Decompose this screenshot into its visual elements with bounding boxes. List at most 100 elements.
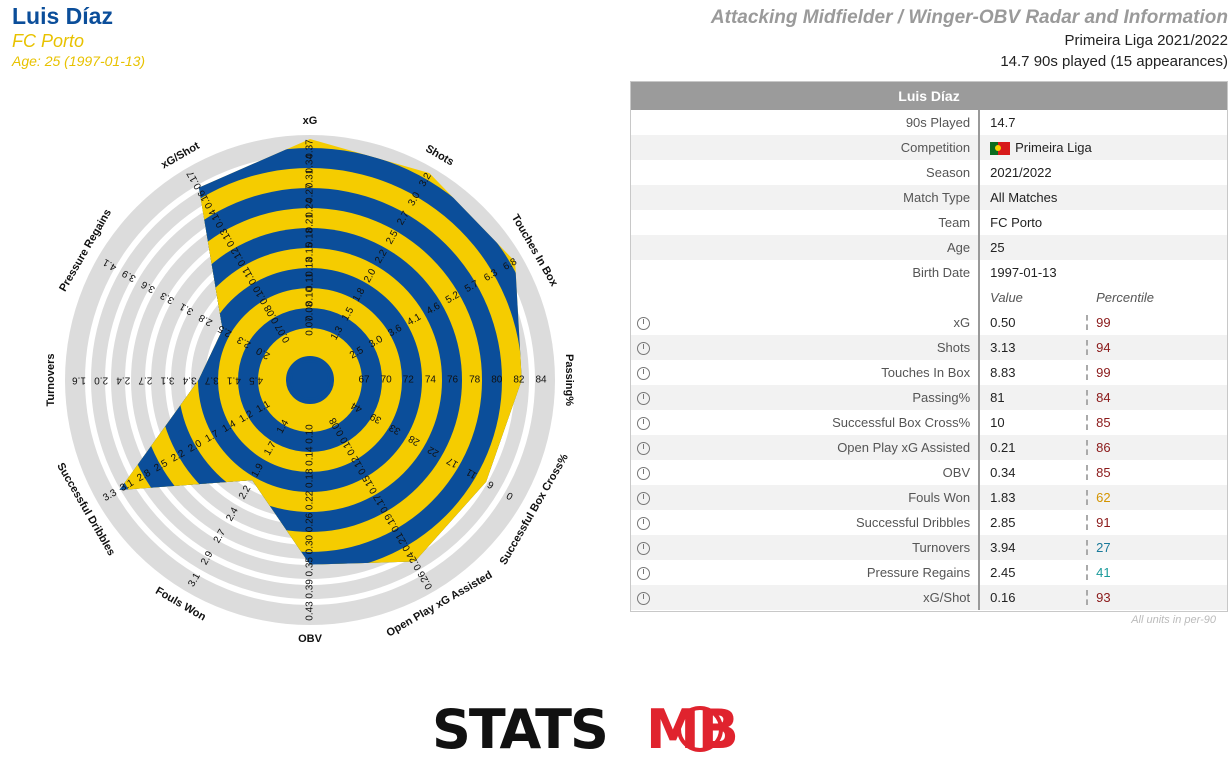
metric-row: Touches In Box 8.83 99 [631,360,1228,385]
tick-label: 0.13 [305,257,316,277]
metric-row: xG 0.50 99 [631,310,1228,335]
spacer-cell [631,610,1228,612]
table-title: Luis Díaz [630,81,1228,110]
tick-label: 84 [535,375,547,386]
metric-icon-cell [630,585,655,610]
tick-label: 0.30 [305,534,316,554]
metric-value: 1.83 [979,485,1085,510]
metric-percentile: 27 [1084,535,1228,560]
metric-icon-cell [631,410,656,435]
competition-line: Primeira Liga 2021/2022 [1064,32,1228,49]
metric-value: 8.83 [990,365,1016,380]
metric-label: Touches In Box [655,360,981,385]
metric-percentile: 41 [1084,560,1227,585]
metric-row: Successful Box Cross% 10 85 [631,410,1228,435]
metric-label: Open Play xG Assisted [655,435,981,460]
tick-label: 0.21 [305,213,316,233]
axis-label: Passing% [563,354,575,406]
age-line: Age: 25 (1997-01-13) [12,53,146,69]
info-value: FC Porto [979,210,1227,235]
info-value: 1997-01-13 [979,260,1227,285]
metric-label: Successful Box Cross% [655,410,981,435]
percentile-text: 99 [1086,365,1111,380]
info-label: 90s Played [630,110,981,135]
tick-label: 2.4 [116,374,130,385]
info-label: Competition [630,135,981,160]
gauge-icon [637,542,650,556]
tick-label: 78 [469,375,481,386]
tick-label: 0.34 [305,154,316,174]
tick-label: 6 [485,478,496,491]
metric-label: Passing% [655,385,981,410]
tick-label: 22 [426,443,442,458]
gauge-icon [637,592,650,606]
metric-row: Open Play xG Assisted 0.21 86 [630,435,1228,460]
gauge-icon [637,442,650,456]
info-row: Age 25 [630,235,1228,260]
tick-label: 0.24 [305,198,316,218]
info-value-text: 2021/2022 [990,165,1052,180]
info-value-text: FC Porto [990,215,1043,230]
info-value-text: 25 [990,240,1005,255]
center-core [292,362,328,398]
percentile-text: 27 [1086,540,1111,555]
metric-icon-cell [630,435,655,460]
radar-chart: 0.070.080.100.110.130.150.180.210.240.27… [45,115,575,645]
info-value: 2021/2022 [979,160,1227,185]
metric-icon-cell [630,385,655,410]
metric-row: OBV 0.34 85 [631,460,1228,485]
info-row: Birth Date 1997-01-13 [630,260,1228,285]
tick-label: 1.6 [72,374,86,385]
metric-icon-cell [631,310,656,335]
logo-part-1: STATS [432,698,609,761]
info-label: Match Type [630,185,981,210]
metric-percentile: 94 [1084,335,1228,360]
percentile-header: Percentile [1096,290,1154,305]
info-value-text: 14.7 [990,115,1016,130]
axis-label: xG [303,115,318,127]
tick-label: 0.43 [305,601,316,621]
metric-icon-cell [630,485,655,510]
metric-value: 10 [990,415,1005,430]
metric-value: 3.94 [979,535,1085,560]
tick-label: 0.26 [305,512,316,532]
tick-label: 0.10 [305,424,316,444]
percentile-text: 62 [1086,490,1111,505]
player-header: Luis Díaz FC Porto Age: 25 (1997-01-13) [12,2,145,70]
gauge-icon [637,492,650,506]
metric-label: OBV [655,460,981,485]
tick-label: 0.11 [305,272,316,291]
gauge-icon [637,317,650,331]
tick-label: 4.5 [249,374,263,385]
metric-row: Pressure Regains 2.45 41 [631,560,1228,585]
tick-label: 39 [368,410,384,425]
metric-value: 0.21 [979,435,1085,460]
metric-value: 0.34 [990,465,1016,480]
radar-header: Attacking Midfielder / Winger-OBV Radar … [711,6,1228,72]
metric-percentile: 99 [1084,310,1227,335]
tick-label: 3.4 [182,374,196,385]
metric-percentile: 91 [1084,510,1227,535]
tick-label: 3.7 [204,374,218,385]
metric-row: Turnovers 3.94 27 [630,535,1228,560]
tick-label: 74 [425,375,437,386]
blank-header [630,285,981,310]
tick-label: 70 [381,375,393,386]
metric-percentile: 93 [1084,585,1228,610]
tick-label: 0.10 [305,286,316,306]
metric-percentile: 84 [1084,385,1228,410]
metric-icon-cell [631,560,656,585]
metric-value: 0.50 [990,315,1016,330]
info-label: Season [630,160,981,185]
metric-value: 3.13 [979,335,1085,360]
tick-label: 0.07 [305,316,316,336]
metric-icon-cell [631,510,656,535]
metric-percentile: 85 [1084,460,1227,485]
metric-row: Fouls Won 1.83 62 [630,485,1228,510]
tick-label: 76 [447,375,459,386]
tick-label: 0.18 [305,468,316,488]
tick-label: 17 [445,454,461,469]
team-name: FC Porto [12,31,85,51]
metric-percentile: 86 [1084,435,1228,460]
percentile-text: 93 [1086,590,1111,605]
